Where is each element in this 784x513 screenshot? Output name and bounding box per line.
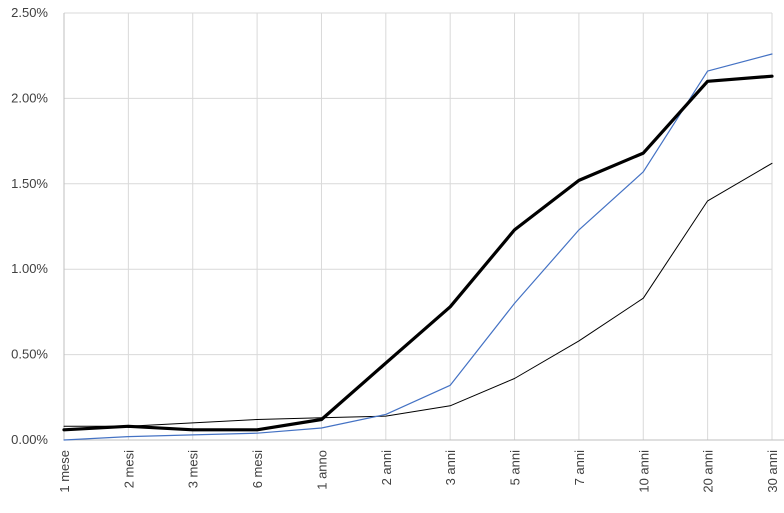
x-tick-label: 10 anni bbox=[636, 450, 651, 493]
series-lines bbox=[62, 53, 774, 441]
x-tick-label: 7 anni bbox=[572, 450, 587, 486]
x-tick-label: 20 anni bbox=[701, 450, 716, 493]
x-tick-label: 30 anni bbox=[765, 450, 780, 493]
series-blue-line bbox=[63, 53, 773, 441]
y-tick-label: 1.00% bbox=[11, 261, 48, 276]
x-tick-label: 5 anni bbox=[508, 450, 523, 486]
x-tick-label: 2 mesi bbox=[121, 450, 136, 488]
x-tick-label: 3 mesi bbox=[186, 450, 201, 488]
y-tick-label: 1.50% bbox=[11, 176, 48, 191]
x-axis-ticks: 1 mese 2 mesi 3 mesi 6 mesi 1 anno 2 anni 3 an… bbox=[57, 450, 780, 493]
y-tick-label: 2.50% bbox=[11, 5, 48, 20]
y-tick-label: 2.00% bbox=[11, 90, 48, 105]
y-tick-label: 0.00% bbox=[11, 432, 48, 447]
x-tick-label: 6 mesi bbox=[250, 450, 265, 488]
x-tick-label: 3 anni bbox=[443, 450, 458, 486]
gridlines bbox=[63, 12, 784, 441]
y-tick-label: 0.50% bbox=[11, 347, 48, 362]
x-tick-label: 1 anno bbox=[314, 450, 329, 490]
x-tick-label: 1 mese bbox=[57, 450, 72, 493]
series-bold-line bbox=[62, 74, 774, 432]
y-axis-ticks: 0.00% 0.50% 1.00% 1.50% 2.00% 2.50% bbox=[11, 5, 48, 447]
series-thin-line bbox=[63, 162, 773, 427]
x-tick-label: 2 anni bbox=[379, 450, 394, 486]
